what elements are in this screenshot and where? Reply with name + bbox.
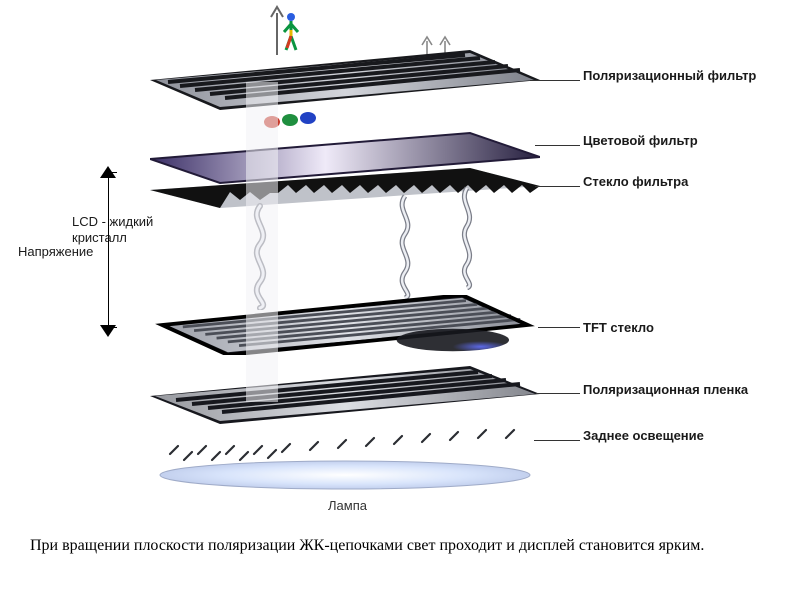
label-filter-glass: Стекло фильтра bbox=[583, 174, 688, 190]
label-lcd: LCD - жидкий кристалл bbox=[72, 214, 182, 245]
lc-twist-icon bbox=[392, 192, 416, 307]
layer-filter-glass bbox=[150, 168, 540, 208]
label-color-filter: Цветовой фильтр bbox=[583, 133, 698, 149]
lead-line bbox=[534, 440, 580, 441]
label-backlight: Заднее освещение bbox=[583, 428, 704, 444]
lead-line bbox=[536, 393, 580, 394]
arrowhead-up-icon bbox=[100, 165, 116, 183]
layer-polarizer-film bbox=[150, 365, 540, 425]
lead-line bbox=[538, 327, 580, 328]
label-polarizer-top: Поляризационный фильтр bbox=[583, 68, 756, 84]
label-tft-glass: TFT стекло bbox=[583, 320, 654, 336]
lc-twist-icon bbox=[455, 186, 479, 295]
lead-line bbox=[530, 80, 580, 81]
layer-lamp-tube bbox=[150, 455, 540, 495]
arrowhead-down-icon bbox=[100, 324, 116, 342]
layer-tft-glass bbox=[150, 295, 540, 355]
layer-polarizer-top bbox=[150, 50, 540, 110]
lcd-exploded-diagram: Поляризационный фильтр Цветовой фильтр С… bbox=[0, 0, 800, 530]
lead-line bbox=[535, 186, 580, 187]
voltage-bracket-icon bbox=[108, 172, 109, 328]
caption-text: При вращении плоскости поляризации ЖК-це… bbox=[30, 535, 760, 557]
lead-line bbox=[535, 145, 580, 146]
label-voltage: Напряжение bbox=[18, 244, 104, 260]
human-figure-icon bbox=[281, 12, 301, 52]
label-lamp: Лампа bbox=[328, 498, 367, 513]
label-polarizer-film: Поляризационная пленка bbox=[583, 382, 748, 398]
